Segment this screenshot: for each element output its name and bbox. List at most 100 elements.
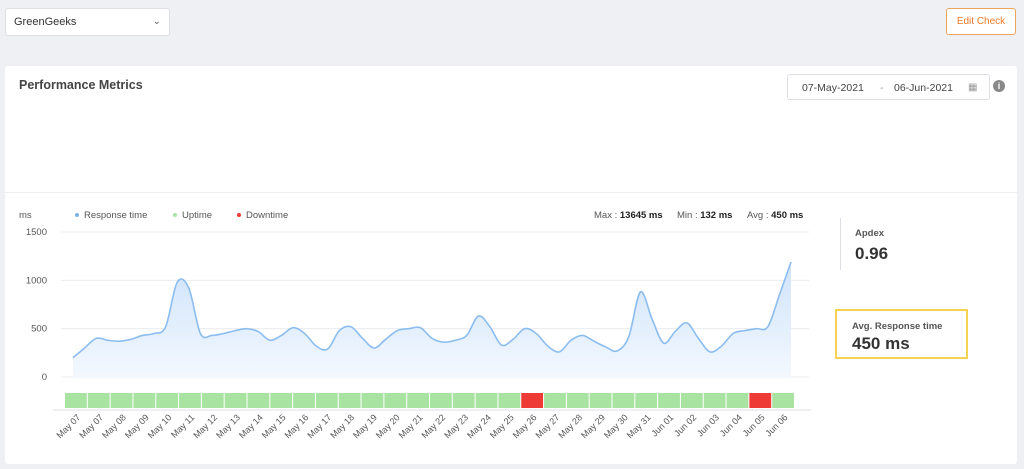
- site-select[interactable]: GreenGeeks ⌄: [5, 8, 170, 36]
- y-tick-label: 1500: [26, 227, 47, 238]
- uptime-segment: [179, 393, 201, 408]
- stat-max-value: 13645 ms: [619, 210, 663, 221]
- x-tick-label: May 07: [54, 412, 82, 440]
- date-range-picker[interactable]: 07-May-2021 - 06-Jun-2021 ▦: [787, 74, 990, 100]
- uptime-segment: [293, 393, 315, 408]
- uptime-segment: [156, 393, 179, 408]
- x-tick-label: May 23: [442, 412, 470, 440]
- apdex-label: Apdex: [855, 228, 885, 239]
- x-tick-label: May 15: [260, 412, 288, 440]
- uptime-segment: [384, 393, 407, 408]
- x-tick-label: Jun 02: [672, 412, 698, 438]
- legend-dot-downtime: [237, 213, 241, 218]
- x-tick-label: May 16: [283, 412, 311, 440]
- x-tick-label: May 24: [465, 412, 493, 440]
- uptime-segment: [452, 393, 475, 408]
- uptime-segment: [498, 393, 521, 408]
- x-tick-label: May 12: [191, 412, 219, 440]
- x-tick-label: May 18: [328, 412, 356, 440]
- downtime-segment: [521, 393, 544, 408]
- x-tick-label: May 08: [100, 412, 128, 440]
- uptime-segment: [772, 393, 794, 408]
- legend-label-downtime: Downtime: [246, 210, 289, 221]
- avg-response-label: Avg. Response time: [852, 321, 943, 332]
- x-tick-label: May 17: [305, 412, 333, 440]
- x-tick-label: May 07: [77, 412, 105, 440]
- uptime-segment: [247, 393, 270, 408]
- uptime-segment: [338, 393, 361, 408]
- uptime-segment: [612, 393, 635, 408]
- stat-min-label: Min :: [677, 210, 698, 221]
- x-tick-label: May 10: [146, 412, 174, 440]
- calendar-icon: ▦: [968, 82, 978, 93]
- apdex-value: 0.96: [855, 244, 889, 263]
- uptime-segment: [680, 393, 703, 408]
- x-tick-label: May 14: [237, 412, 265, 440]
- x-tick-label: May 09: [123, 412, 151, 440]
- stat-avg-label: Avg :: [747, 210, 769, 221]
- legend-dot-uptime: [173, 213, 177, 218]
- x-tick-label: May 27: [534, 412, 562, 440]
- x-tick-label: May 26: [511, 412, 539, 440]
- legend-dot-response: [75, 213, 79, 218]
- stat-min-value: 132 ms: [700, 210, 733, 221]
- uptime-segment: [475, 393, 498, 408]
- uptime-segment: [201, 393, 224, 408]
- y-tick-label: 500: [31, 324, 47, 335]
- divider: [5, 192, 1017, 193]
- chevron-down-icon: ⌄: [152, 16, 161, 27]
- info-icon[interactable]: i: [993, 80, 1005, 92]
- x-tick-label: Jun 03: [695, 412, 721, 438]
- uptime-segment: [430, 393, 452, 408]
- date-separator: -: [880, 82, 884, 94]
- apdex-panel: Apdex 0.96: [840, 218, 961, 270]
- legend-downtime[interactable]: Downtime: [237, 210, 288, 221]
- uptime-segment: [703, 393, 726, 408]
- card-title: Performance Metrics: [19, 78, 143, 92]
- x-tick-label: May 22: [419, 412, 447, 440]
- x-tick-label: Jun 05: [741, 412, 767, 438]
- avg-response-panel: Avg. Response time 450 ms: [835, 309, 968, 359]
- x-tick-label: May 11: [169, 412, 196, 439]
- response-time-line: [72, 261, 792, 359]
- x-tick-label: May 28: [556, 412, 584, 440]
- response-time-area: [73, 261, 791, 377]
- stat-min: Min : 132 ms: [677, 210, 732, 221]
- uptime-segment: [589, 393, 612, 408]
- site-select-value: GreenGeeks: [14, 16, 77, 28]
- uptime-segment: [133, 393, 156, 408]
- top-bar: GreenGeeks ⌄ Edit Check: [0, 0, 1024, 44]
- x-tick-label: May 30: [602, 412, 630, 440]
- stat-avg-value: 450 ms: [771, 210, 804, 221]
- performance-metrics-card: Performance Metrics 07-May-2021 - 06-Jun…: [5, 66, 1017, 464]
- y-tick-label: 1000: [26, 275, 47, 286]
- downtime-segment: [749, 393, 772, 408]
- uptime-segment: [87, 393, 110, 408]
- y-unit-label: ms: [19, 210, 32, 221]
- uptime-segment: [224, 393, 247, 408]
- legend-response-time[interactable]: Response time: [75, 210, 147, 221]
- x-tick-label: May 20: [374, 412, 402, 440]
- uptime-segment: [726, 393, 749, 408]
- stat-max-label: Max :: [594, 210, 618, 221]
- x-tick-label: Jun 01: [649, 412, 675, 438]
- uptime-segment: [566, 393, 589, 408]
- y-tick-label: 0: [42, 372, 47, 383]
- uptime-segment: [635, 393, 658, 408]
- x-tick-label: May 31: [625, 412, 653, 440]
- legend-uptime[interactable]: Uptime: [173, 210, 212, 221]
- uptime-segment: [658, 393, 680, 408]
- x-tick-label: May 19: [351, 412, 379, 440]
- x-tick-label: Jun 04: [718, 412, 744, 438]
- uptime-segment: [65, 393, 87, 408]
- uptime-segment: [361, 393, 384, 408]
- avg-response-value: 450 ms: [852, 334, 910, 353]
- stat-max: Max : 13645 ms: [594, 210, 663, 221]
- legend-label-uptime: Uptime: [182, 210, 213, 221]
- edit-check-button[interactable]: Edit Check: [946, 8, 1016, 35]
- x-tick-label: May 13: [214, 412, 242, 440]
- legend-label-response: Response time: [84, 210, 148, 221]
- x-tick-label: May 29: [579, 412, 607, 440]
- uptime-segment: [315, 393, 338, 408]
